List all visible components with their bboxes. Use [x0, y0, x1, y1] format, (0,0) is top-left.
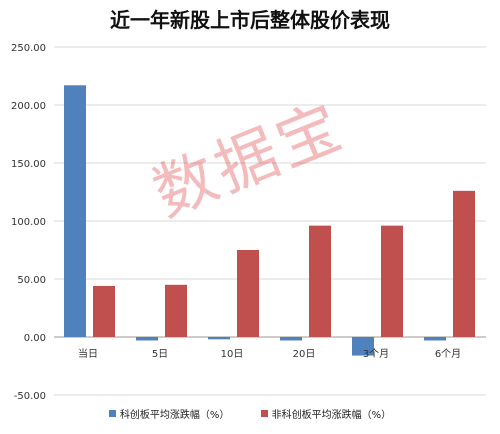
- x-tick-label: 当日: [78, 347, 98, 360]
- bar-series-1: [280, 337, 302, 341]
- y-tick-label: 150.00: [11, 159, 46, 170]
- y-tick-label: -50.00: [14, 391, 46, 402]
- legend-label-series-2: 非科创板平均涨跌幅（%）: [271, 410, 392, 421]
- legend-swatch-series-2: [260, 410, 268, 417]
- bar-series-1: [208, 337, 230, 340]
- chart-title: 近一年新股上市后整体股价表现: [110, 8, 390, 32]
- bar-series-1: [424, 337, 446, 341]
- legend-swatch-series-1: [108, 410, 116, 417]
- y-tick-label: 200.00: [11, 101, 46, 112]
- x-tick-label: 5日: [152, 349, 168, 360]
- x-tick-label: 20日: [293, 349, 316, 360]
- y-tick-label: 100.00: [11, 217, 46, 228]
- chart-legend: 科创板平均涨跌幅（%） 非科创板平均涨跌幅（%）: [0, 406, 500, 421]
- bar-series-1: [352, 337, 374, 356]
- bar-series-2: [453, 190, 475, 337]
- bar-series-2: [237, 250, 259, 337]
- bar-series-2: [309, 225, 331, 337]
- legend-item-series-1: 科创板平均涨跌幅（%）: [108, 406, 230, 421]
- y-tick-label: 0.00: [24, 333, 46, 344]
- y-tick-label: 50.00: [17, 275, 46, 286]
- bar-series-1: [64, 85, 86, 337]
- x-tick-label: 10日: [221, 349, 244, 360]
- legend-label-series-1: 科创板平均涨跌幅（%）: [119, 410, 230, 421]
- bar-series-1: [136, 337, 158, 341]
- legend-item-series-2: 非科创板平均涨跌幅（%）: [260, 406, 392, 421]
- x-tick-label: 6个月: [435, 348, 461, 360]
- bar-series-2: [381, 225, 403, 337]
- y-tick-label: 250.00: [11, 43, 46, 54]
- x-tick-label: 3个月: [363, 348, 389, 360]
- bar-series-2: [93, 285, 115, 337]
- bar-series-2: [165, 284, 187, 337]
